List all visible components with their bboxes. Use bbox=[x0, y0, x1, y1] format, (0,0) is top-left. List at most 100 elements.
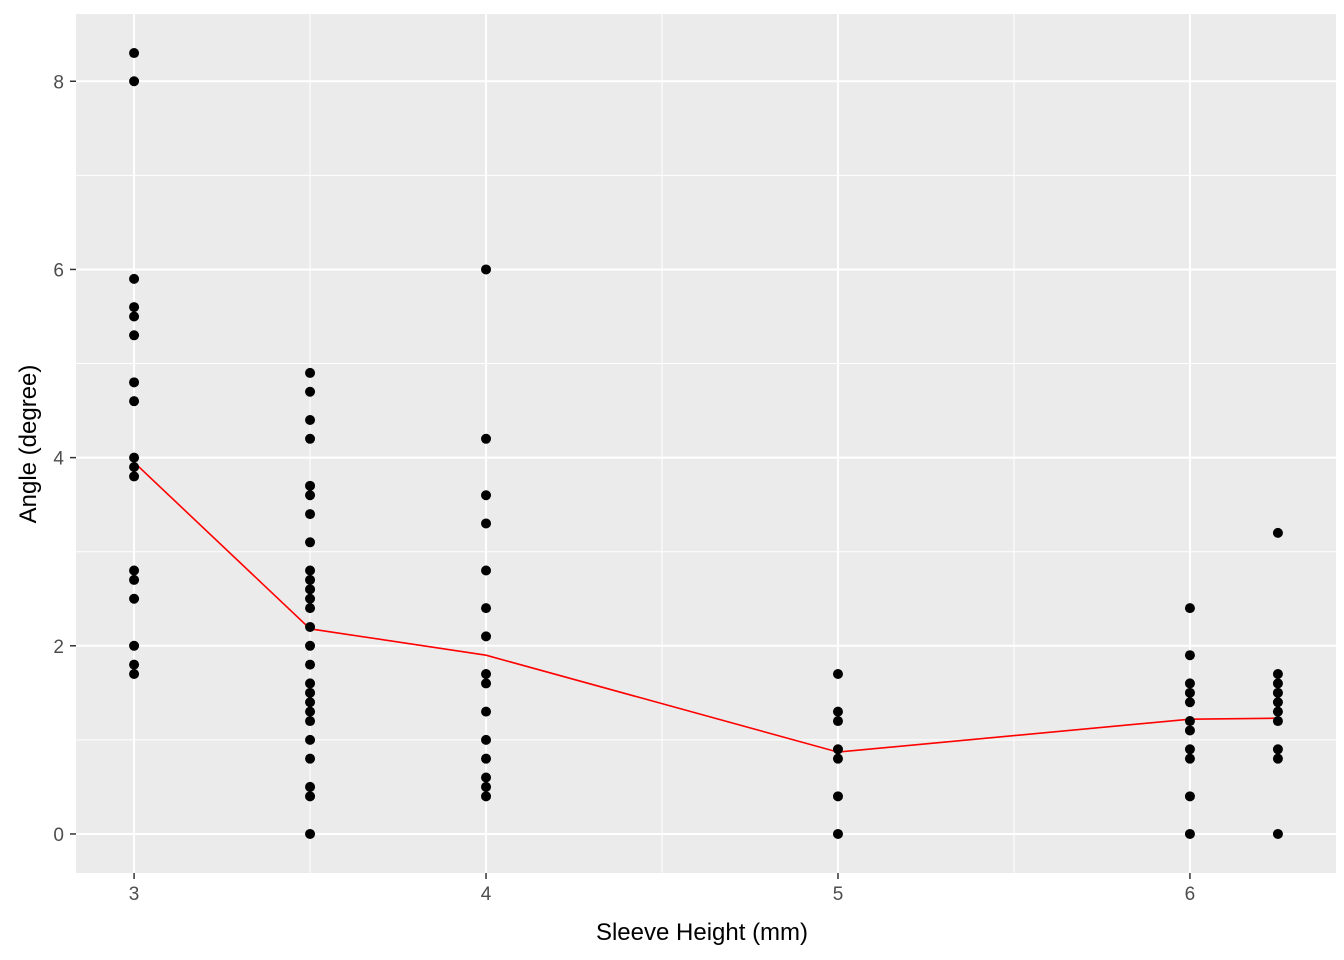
y-axis: 0 2 4 6 8 bbox=[53, 72, 76, 846]
minor-gridlines bbox=[76, 14, 1336, 873]
data-point bbox=[305, 716, 316, 727]
data-point bbox=[1184, 791, 1195, 802]
data-point bbox=[305, 433, 316, 444]
data-point bbox=[832, 706, 843, 717]
data-point bbox=[129, 565, 140, 576]
y-tick-label: 0 bbox=[53, 825, 64, 846]
data-point bbox=[1272, 716, 1283, 727]
data-point bbox=[305, 781, 316, 792]
y-tick-label: 2 bbox=[53, 637, 64, 658]
data-point bbox=[1184, 753, 1195, 764]
data-point bbox=[481, 678, 492, 689]
data-point bbox=[1272, 744, 1283, 755]
data-point bbox=[129, 669, 140, 680]
x-tick-label: 5 bbox=[833, 884, 844, 905]
data-point bbox=[129, 452, 140, 463]
data-point bbox=[1184, 725, 1195, 736]
data-point bbox=[129, 574, 140, 585]
data-point bbox=[1272, 527, 1283, 538]
data-point bbox=[305, 386, 316, 397]
plot-panel bbox=[76, 14, 1336, 873]
data-point bbox=[1184, 603, 1195, 614]
data-point bbox=[129, 462, 140, 473]
mean-line bbox=[133, 461, 1278, 753]
data-point bbox=[1184, 678, 1195, 689]
data-point bbox=[481, 264, 492, 275]
data-point bbox=[1272, 706, 1283, 717]
data-point bbox=[305, 791, 316, 802]
data-point bbox=[305, 734, 316, 745]
data-point bbox=[129, 471, 140, 482]
data-point bbox=[305, 414, 316, 425]
data-point bbox=[832, 791, 843, 802]
x-tick-label: 6 bbox=[1185, 884, 1196, 905]
data-point bbox=[481, 669, 492, 680]
data-point bbox=[305, 565, 316, 576]
mean-line-layer bbox=[133, 461, 1278, 753]
data-point bbox=[481, 433, 492, 444]
data-point bbox=[129, 659, 140, 670]
data-point bbox=[129, 273, 140, 284]
data-point bbox=[481, 706, 492, 717]
data-point bbox=[129, 396, 140, 407]
data-point bbox=[305, 574, 316, 585]
data-point bbox=[1184, 687, 1195, 698]
data-point bbox=[129, 311, 140, 322]
data-point bbox=[1272, 697, 1283, 708]
data-point bbox=[305, 537, 316, 548]
data-point bbox=[1184, 744, 1195, 755]
data-point bbox=[129, 302, 140, 313]
data-point bbox=[305, 687, 316, 698]
data-point bbox=[305, 678, 316, 689]
data-point bbox=[481, 791, 492, 802]
data-point bbox=[305, 706, 316, 717]
data-point bbox=[481, 772, 492, 783]
data-point bbox=[305, 367, 316, 378]
data-point bbox=[832, 828, 843, 839]
y-tick-label: 8 bbox=[53, 72, 64, 93]
x-axis-title: Sleeve Height (mm) bbox=[596, 919, 808, 946]
x-axis: 3 4 5 6 bbox=[129, 873, 1195, 905]
data-point bbox=[305, 593, 316, 604]
data-point bbox=[481, 490, 492, 501]
data-point bbox=[481, 734, 492, 745]
data-point bbox=[305, 640, 316, 651]
data-point bbox=[832, 669, 843, 680]
data-point bbox=[1272, 669, 1283, 680]
data-point bbox=[305, 697, 316, 708]
data-points bbox=[129, 48, 1283, 839]
data-point bbox=[481, 753, 492, 764]
data-point bbox=[1184, 716, 1195, 727]
data-point bbox=[1272, 753, 1283, 764]
data-point bbox=[129, 48, 140, 59]
data-point bbox=[1272, 828, 1283, 839]
data-point bbox=[832, 716, 843, 727]
data-point bbox=[305, 584, 316, 595]
data-point bbox=[481, 631, 492, 642]
y-tick-label: 4 bbox=[53, 449, 64, 470]
data-point bbox=[481, 518, 492, 529]
data-point bbox=[1184, 650, 1195, 661]
data-point bbox=[129, 640, 140, 651]
data-point bbox=[1184, 828, 1195, 839]
data-point bbox=[305, 603, 316, 614]
data-point bbox=[305, 621, 316, 632]
x-tick-label: 4 bbox=[481, 884, 492, 905]
y-tick-label: 6 bbox=[53, 260, 64, 281]
major-gridlines bbox=[76, 14, 1336, 873]
data-point bbox=[305, 509, 316, 520]
y-axis-title: Angle (degree) bbox=[15, 365, 42, 524]
data-point bbox=[129, 377, 140, 388]
data-point bbox=[481, 603, 492, 614]
data-point bbox=[305, 828, 316, 839]
data-point bbox=[305, 480, 316, 491]
data-point bbox=[1272, 687, 1283, 698]
x-tick-label: 3 bbox=[129, 884, 140, 905]
data-point bbox=[305, 659, 316, 670]
data-point bbox=[1184, 697, 1195, 708]
data-point bbox=[832, 744, 843, 755]
data-point bbox=[305, 753, 316, 764]
data-point bbox=[832, 753, 843, 764]
data-point bbox=[129, 76, 140, 87]
